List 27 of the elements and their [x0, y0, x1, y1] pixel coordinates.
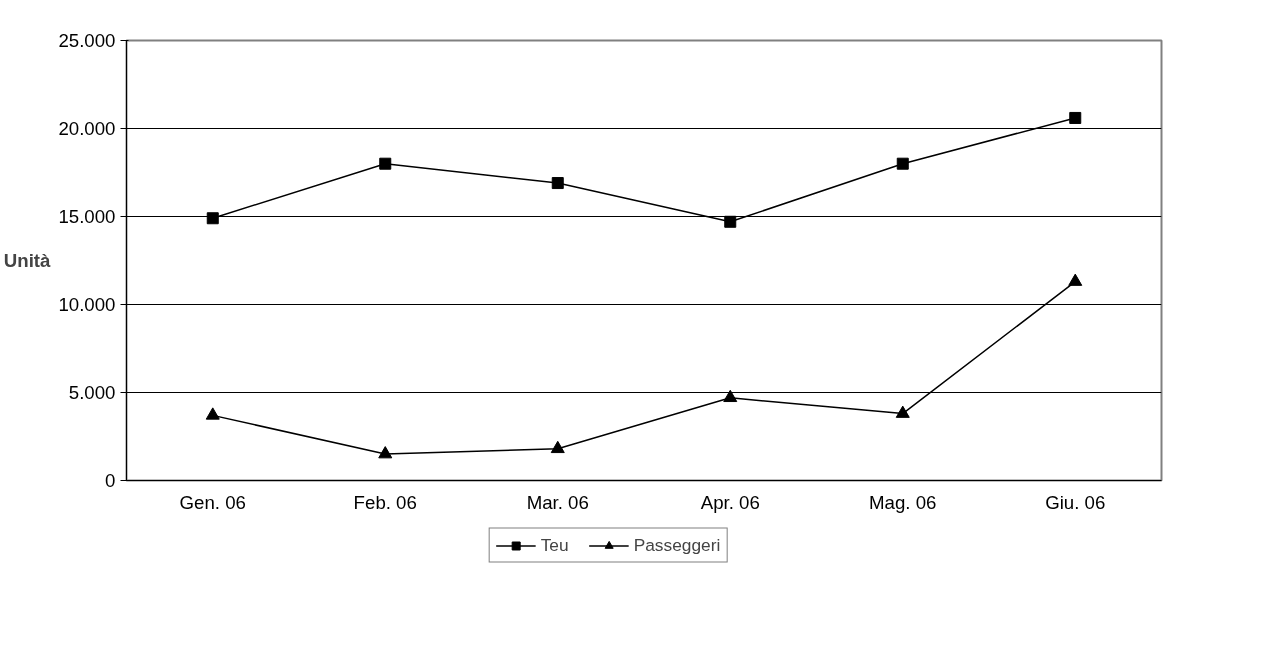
y-axis-title: Unità	[3, 250, 52, 271]
point	[206, 212, 219, 225]
point	[896, 157, 909, 170]
point	[895, 405, 910, 418]
y-tick-label: 20.000	[58, 118, 116, 139]
point	[1069, 111, 1082, 124]
point	[379, 157, 392, 170]
x-tick-label: Mar. 06	[526, 491, 589, 513]
y-tick-label: 0	[105, 470, 116, 491]
y-tick-label: 25.000	[58, 30, 116, 51]
x-tick-label: Apr. 06	[700, 491, 760, 513]
point	[723, 389, 738, 403]
x-tick-label: Giu. 06	[1045, 491, 1106, 513]
point	[724, 215, 737, 228]
x-tick-label: Feb. 06	[353, 491, 417, 513]
point	[551, 177, 564, 190]
legend-label: Passeggeri	[633, 534, 721, 556]
y-tick-label: 10.000	[58, 294, 116, 315]
point	[378, 446, 393, 459]
y-tick-label: 15.000	[58, 206, 116, 227]
y-tick-label: 5.000	[68, 382, 116, 403]
legend-label: Teu	[540, 534, 569, 556]
point	[1068, 273, 1083, 286]
point	[550, 440, 565, 454]
point	[205, 407, 220, 420]
x-tick-label: Mag. 06	[869, 491, 937, 513]
x-tick-label: Gen. 06	[179, 491, 246, 513]
